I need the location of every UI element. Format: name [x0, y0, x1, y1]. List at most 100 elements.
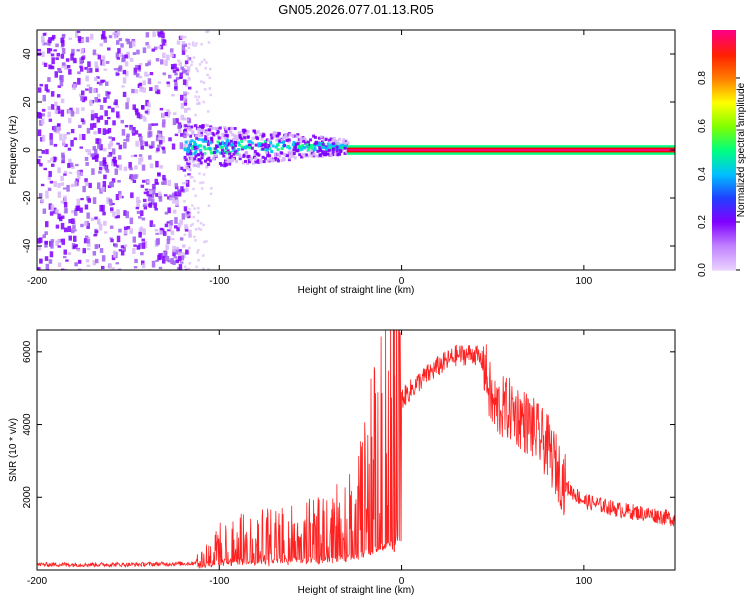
heatmap-cell [131, 130, 135, 133]
heatmap-cell [61, 34, 66, 39]
heatmap-cell [52, 156, 57, 163]
heatmap-cell [151, 141, 155, 148]
heatmap-cell [99, 105, 104, 110]
heatmap-cell [186, 55, 189, 58]
carrier-core [346, 149, 675, 151]
heatmap-cell [233, 127, 237, 130]
heatmap-cell [283, 152, 287, 156]
heatmap-cell [205, 165, 209, 169]
heatmap-cell [166, 54, 170, 61]
heatmap-cell [118, 228, 122, 233]
heatmap-cell [142, 228, 146, 236]
heatmap-cell [60, 45, 64, 49]
heatmap-cell [159, 165, 163, 169]
heatmap-cell [75, 31, 79, 38]
colorbar-segment [712, 90, 736, 93]
heatmap-cell [78, 133, 83, 140]
heatmap-cell [164, 59, 168, 66]
colorbar-segment [712, 138, 736, 141]
heatmap-cell [180, 35, 184, 39]
spectrogram-marks [37, 30, 675, 270]
heatmap-cell [197, 131, 201, 135]
heatmap-cell [225, 133, 229, 137]
heatmap-cell [96, 81, 101, 85]
heatmap-cell [140, 184, 145, 188]
heatmap-cell [206, 137, 210, 140]
heatmap-cell [106, 197, 110, 204]
heatmap-cell [307, 146, 311, 150]
heatmap-cell [68, 117, 72, 124]
heatmap-cell [205, 30, 208, 34]
colorbar-segment [712, 128, 736, 131]
heatmap-cell [291, 134, 295, 138]
heatmap-cell [304, 141, 308, 145]
heatmap-cell [100, 79, 104, 84]
heatmap-cell [198, 172, 201, 175]
heatmap-cell [147, 196, 152, 202]
heatmap-cell [70, 129, 75, 134]
heatmap-cell [167, 259, 172, 263]
heatmap-cell [259, 133, 263, 137]
heatmap-cell [185, 180, 188, 184]
heatmap-cell [266, 152, 270, 156]
heatmap-cell [313, 148, 317, 151]
heatmap-cell [197, 153, 201, 157]
heatmap-cell [42, 61, 46, 65]
heatmap-cell [194, 44, 197, 47]
heatmap-cell [155, 238, 160, 246]
heatmap-cell [256, 158, 260, 162]
heatmap-cell [282, 157, 286, 161]
heatmap-cell [78, 124, 82, 129]
heatmap-cell [111, 267, 115, 270]
heatmap-cell [319, 135, 323, 139]
heatmap-cell [253, 149, 257, 153]
heatmap-cell [125, 211, 129, 219]
heatmap-cell [301, 144, 305, 148]
heatmap-cell [85, 36, 90, 43]
heatmap-cell [230, 127, 234, 130]
heatmap-cell [113, 160, 117, 167]
heatmap-cell [136, 245, 141, 250]
heatmap-cell [300, 147, 304, 151]
heatmap-cell [66, 132, 71, 135]
heatmap-cell [135, 206, 140, 210]
heatmap-cell [292, 152, 296, 155]
heatmap-cell [126, 133, 130, 137]
heatmap-cell [179, 166, 184, 170]
heatmap-cell [179, 142, 184, 150]
heatmap-cell [77, 259, 82, 264]
heatmap-cell [65, 259, 69, 262]
heatmap-cell [49, 139, 54, 146]
spectrogram-ylabel: Frequency (Hz) [8, 116, 19, 185]
heatmap-cell [39, 258, 43, 264]
heatmap-cell [50, 53, 55, 57]
heatmap-cell [182, 79, 187, 85]
heatmap-cell [224, 130, 228, 134]
heatmap-cell [133, 67, 138, 75]
heatmap-cell [111, 148, 116, 155]
x-tick-label: 0 [399, 576, 405, 587]
heatmap-cell [251, 136, 255, 140]
heatmap-cell [112, 211, 116, 217]
heatmap-cell [173, 112, 177, 116]
heatmap-cell [226, 149, 230, 153]
heatmap-cell [80, 223, 84, 228]
heatmap-cell [41, 113, 45, 117]
heatmap-cell [312, 152, 316, 156]
heatmap-cell [115, 194, 120, 201]
heatmap-cell [44, 84, 49, 91]
heatmap-cell [60, 109, 65, 117]
heatmap-cell [183, 155, 187, 159]
heatmap-cell [99, 161, 103, 166]
heatmap-cell [90, 153, 94, 158]
heatmap-cell [199, 144, 203, 148]
heatmap-cell [203, 147, 207, 151]
heatmap-cell [220, 140, 224, 144]
colorbar-segment [712, 88, 736, 91]
heatmap-cell [204, 159, 207, 163]
heatmap-cell [255, 130, 259, 134]
heatmap-cell [288, 152, 292, 156]
colorbar-segment [712, 244, 736, 247]
heatmap-cell [194, 239, 197, 242]
heatmap-cell [345, 150, 349, 154]
